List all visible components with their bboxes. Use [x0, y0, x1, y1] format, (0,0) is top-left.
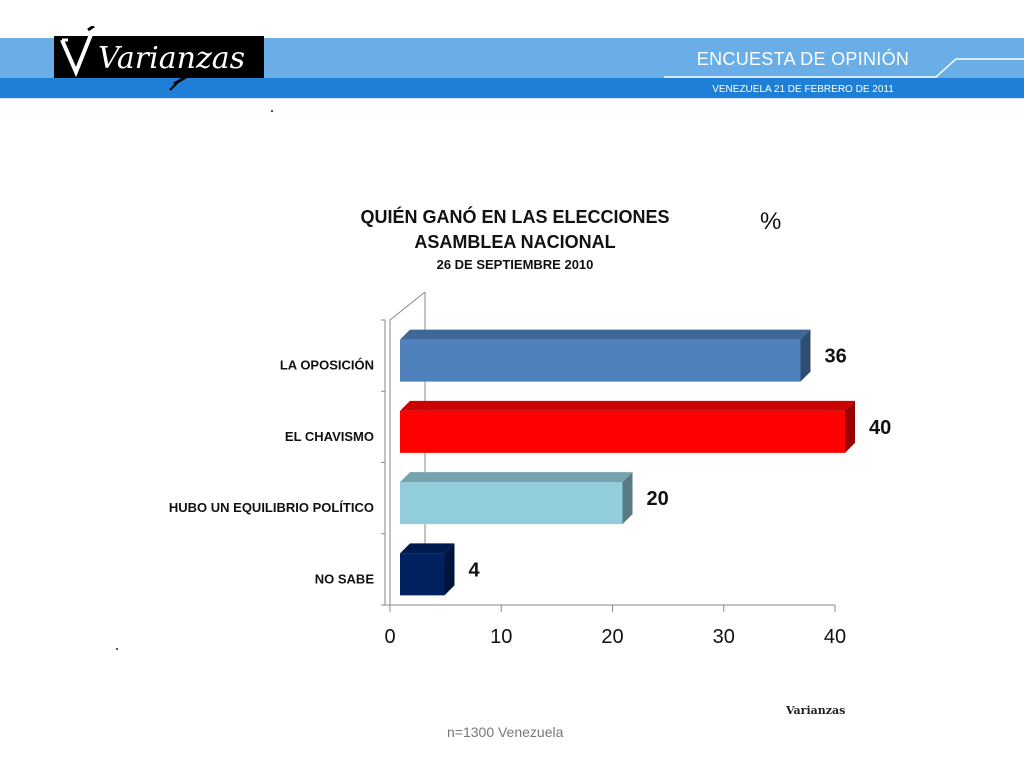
header-divider [0, 98, 1024, 99]
x-tick-label: 10 [490, 626, 512, 648]
speck [271, 110, 273, 112]
data-label: 4 [469, 559, 481, 581]
bar-side [845, 400, 855, 453]
sample-note: n=1300 Venezuela [447, 724, 564, 740]
logo-text: Varianzas [98, 41, 245, 76]
x-tick-label: 30 [713, 626, 735, 648]
bar [400, 339, 801, 382]
source-label: Varianzas [786, 704, 846, 717]
survey-title: ENCUESTA DE OPINIÓN [696, 49, 910, 69]
x-tick-label: 20 [601, 626, 623, 648]
x-tick-label: 40 [824, 626, 846, 648]
bar [400, 410, 845, 453]
x-tick-label: 0 [384, 626, 395, 648]
category-label: EL CHAVISMO [285, 429, 374, 444]
chart-labels: 0 10 20 30 40 LA OPOSICIÓN 36 EL CHAVISMO 40 HUBO… [169, 346, 891, 648]
chart-title-line2: ASAMBLEA NACIONAL [414, 232, 616, 252]
header-decoration [664, 58, 1024, 78]
survey-date: VENEZUELA 21 DE FEBRERO DE 2011 [712, 84, 894, 95]
category-label: LA OPOSICIÓN [280, 358, 374, 373]
category-label: NO SABE [315, 571, 375, 586]
bar [400, 482, 623, 525]
bar-top [400, 400, 855, 411]
speck [116, 648, 118, 650]
chart-subtitle: 26 DE SEPTIEMBRE 2010 [436, 257, 594, 272]
varianzas-logo: Varianzas [54, 26, 264, 91]
chart-title: QUIÉN GANÓ EN LAS ELECCIONES [360, 207, 670, 227]
unit-label: % [760, 208, 782, 235]
data-label: 36 [825, 346, 847, 368]
chart-bars [400, 329, 855, 596]
header-band-dark [0, 78, 1024, 98]
bar [400, 553, 445, 596]
back-wall-edge [389, 291, 426, 605]
bar-top [400, 472, 633, 483]
bar-top [400, 543, 455, 554]
bar-side [444, 543, 455, 596]
category-label: HUBO UN EQUILIBRIO POLÍTICO [169, 500, 374, 515]
bar-side [800, 329, 811, 382]
data-label: 40 [869, 417, 891, 439]
bar-top [400, 329, 811, 340]
bar-side [622, 472, 633, 525]
chart-title-block: QUIÉN GANÓ EN LAS ELECCIONES ASAMBLEA NA… [300, 205, 730, 275]
data-label: 20 [647, 488, 669, 510]
